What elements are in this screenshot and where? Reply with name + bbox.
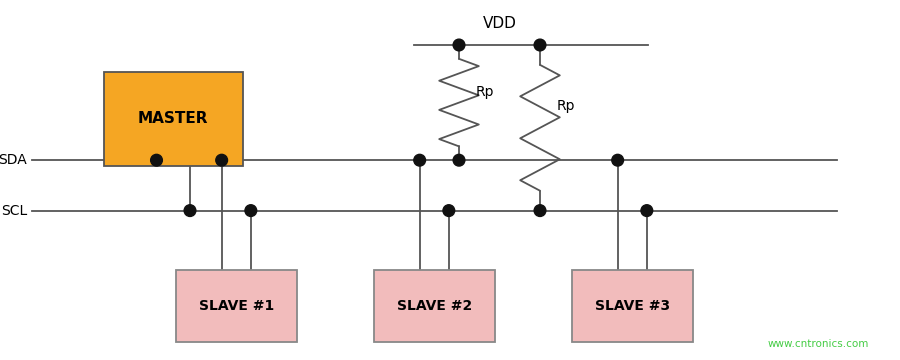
Text: VDD: VDD [482, 16, 517, 31]
Text: SLAVE #1: SLAVE #1 [199, 299, 274, 313]
Ellipse shape [535, 205, 545, 216]
Ellipse shape [150, 154, 162, 166]
Text: MASTER: MASTER [138, 111, 209, 126]
Ellipse shape [612, 154, 624, 166]
Ellipse shape [535, 39, 545, 51]
Ellipse shape [641, 205, 652, 216]
Ellipse shape [453, 154, 465, 166]
Ellipse shape [443, 205, 454, 216]
Text: Rp: Rp [475, 85, 494, 99]
Bar [572, 270, 693, 342]
Text: SDA: SDA [0, 153, 27, 167]
Ellipse shape [414, 154, 426, 166]
Bar [374, 270, 495, 342]
Text: SCL: SCL [1, 204, 27, 217]
Ellipse shape [453, 39, 465, 51]
Ellipse shape [216, 154, 228, 166]
Bar [104, 72, 243, 166]
Text: Rp: Rp [556, 99, 575, 113]
Text: SLAVE #3: SLAVE #3 [595, 299, 670, 313]
Text: SLAVE #2: SLAVE #2 [397, 299, 472, 313]
Ellipse shape [184, 205, 196, 216]
Bar [176, 270, 297, 342]
Text: www.cntronics.com: www.cntronics.com [767, 339, 868, 349]
Ellipse shape [245, 205, 256, 216]
